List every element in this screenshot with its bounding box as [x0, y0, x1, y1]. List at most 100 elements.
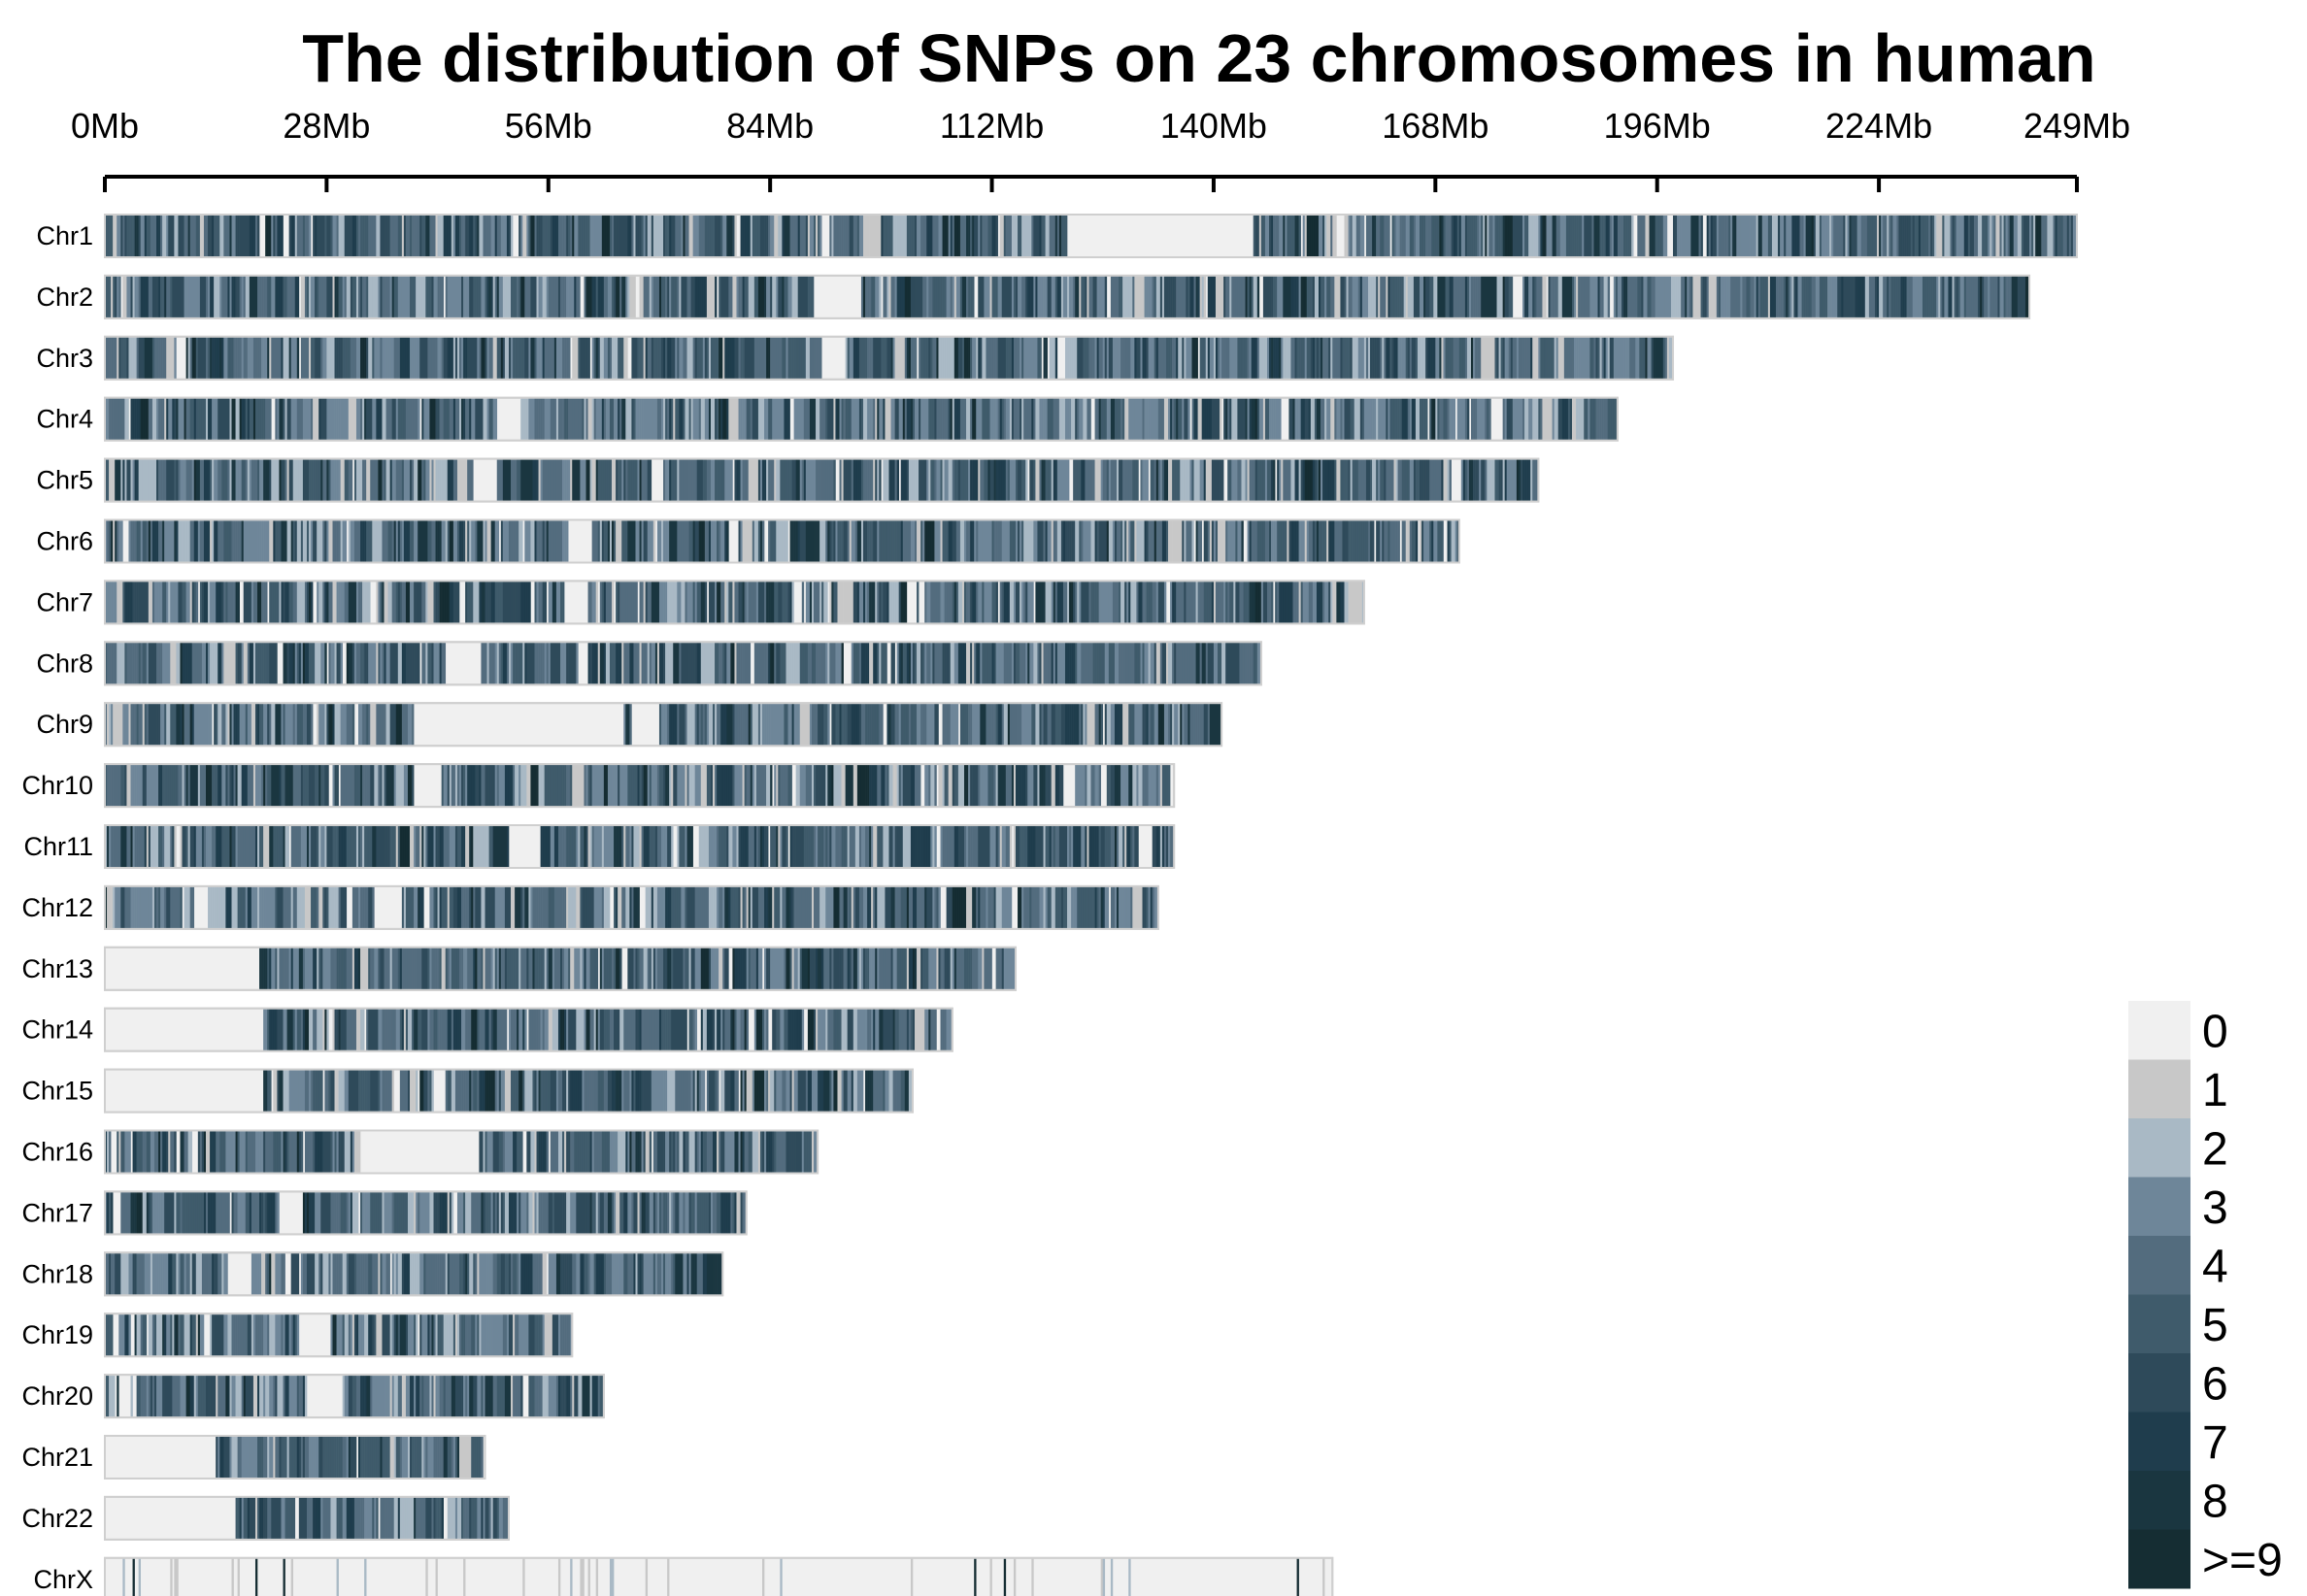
density-bin	[1653, 336, 1655, 380]
density-bin	[296, 336, 300, 380]
density-bin	[281, 336, 284, 380]
density-bin	[1477, 458, 1480, 502]
density-bin	[782, 397, 785, 441]
density-bin	[1370, 519, 1373, 563]
density-bin	[1510, 336, 1514, 380]
density-bin	[1797, 275, 1800, 318]
density-bin	[591, 581, 594, 624]
density-bin	[252, 458, 256, 502]
density-bin	[302, 519, 306, 563]
density-bin	[1576, 336, 1579, 380]
density-bin	[393, 397, 397, 441]
density-bin	[811, 215, 815, 257]
density-bin	[358, 458, 361, 502]
density-bin	[1102, 275, 1106, 318]
density-bin	[382, 275, 384, 318]
density-bin	[1718, 275, 1722, 318]
density-bin	[355, 581, 359, 624]
density-bin	[1029, 336, 1032, 380]
chromosome-outline	[104, 274, 2031, 319]
density-bin	[995, 336, 998, 380]
density-bin	[591, 336, 594, 380]
density-bin	[1578, 215, 1581, 257]
density-bin	[722, 275, 725, 318]
density-bin	[1522, 458, 1525, 502]
density-bin	[318, 458, 321, 502]
density-bin	[286, 275, 289, 318]
density-bin	[673, 581, 676, 624]
density-bin	[883, 458, 886, 502]
density-bin	[528, 336, 531, 380]
density-bin	[524, 458, 527, 502]
density-bin	[1615, 275, 1619, 318]
density-bin	[1433, 519, 1436, 563]
density-bin	[1283, 336, 1286, 380]
density-bin	[1029, 275, 1032, 318]
density-bin	[995, 215, 998, 257]
density-bin	[639, 275, 642, 318]
density-bin	[1677, 275, 1680, 318]
density-bin	[1843, 275, 1846, 318]
density-bin	[1062, 397, 1066, 441]
density-bin	[641, 581, 644, 624]
density-bin	[1047, 275, 1050, 318]
density-bin	[1578, 275, 1581, 318]
density-bin	[827, 519, 830, 563]
density-bin	[719, 458, 721, 502]
density-bin	[502, 519, 506, 563]
density-bin	[1205, 519, 1209, 563]
density-bin	[942, 397, 945, 441]
density-bin	[1641, 215, 1644, 257]
density-bin	[429, 336, 432, 380]
density-bin	[2029, 215, 2032, 257]
density-bin	[199, 581, 203, 624]
density-bin	[247, 215, 251, 257]
density-bin	[886, 215, 889, 257]
density-bin	[1451, 519, 1454, 563]
density-bin	[456, 397, 460, 441]
density-bin	[407, 397, 411, 441]
density-bin	[1860, 275, 1864, 318]
density-bin	[730, 397, 733, 441]
density-bin	[652, 519, 656, 563]
density-bin	[302, 581, 306, 624]
density-bin	[1813, 215, 1817, 257]
density-bin	[252, 581, 256, 624]
density-bin	[873, 397, 876, 441]
density-bin	[1352, 215, 1355, 257]
density-bin	[970, 519, 973, 563]
density-bin	[1233, 336, 1236, 380]
density-bin	[1273, 336, 1276, 380]
density-bin	[908, 215, 912, 257]
density-bin	[1544, 336, 1547, 380]
density-bin	[1209, 397, 1213, 441]
density-bin	[206, 581, 209, 624]
density-bin	[1506, 215, 1510, 257]
density-bin	[203, 519, 207, 563]
density-bin	[706, 275, 710, 318]
density-bin	[368, 397, 371, 441]
density-bin	[1456, 336, 1460, 380]
density-bin	[1134, 397, 1137, 441]
density-bin	[511, 336, 514, 380]
density-bin	[288, 336, 291, 380]
density-bin	[360, 215, 363, 257]
density-bin	[807, 581, 811, 624]
density-bin	[239, 336, 242, 380]
density-bin	[1433, 397, 1436, 441]
density-bin	[212, 519, 215, 563]
density-bin	[601, 519, 605, 563]
density-bin	[542, 519, 545, 563]
density-bin	[130, 458, 133, 502]
density-bin	[136, 275, 139, 318]
density-bin	[1094, 397, 1097, 441]
density-bin	[376, 215, 379, 257]
density-bin	[1589, 397, 1592, 441]
density-bin	[1277, 458, 1280, 502]
density-bin	[1176, 275, 1179, 318]
density-bin	[283, 581, 285, 624]
density-bin	[189, 275, 193, 318]
density-bin	[475, 581, 478, 624]
density-bin	[1152, 275, 1155, 318]
density-bin	[249, 215, 252, 257]
